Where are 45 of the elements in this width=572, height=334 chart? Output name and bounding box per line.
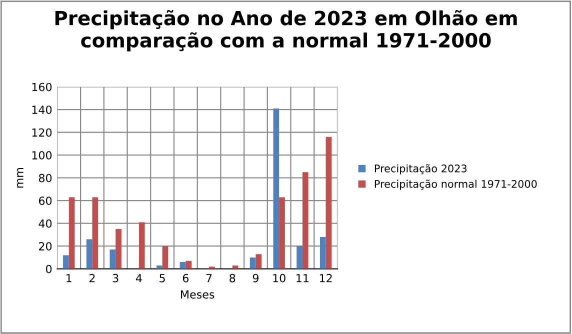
x-tick-label: 9 xyxy=(252,274,258,282)
bar xyxy=(162,246,168,269)
x-tick-label: 11 xyxy=(296,274,308,282)
bar xyxy=(273,108,280,269)
x-tick-label: 3 xyxy=(112,274,118,282)
bar xyxy=(296,246,302,269)
y-tick-label: 120 xyxy=(32,128,52,137)
x-tick-label: 6 xyxy=(182,274,188,282)
bar xyxy=(256,254,262,269)
y-tick-label: 100 xyxy=(32,151,52,160)
x-tick-label: 12 xyxy=(320,274,332,282)
bar xyxy=(250,257,256,269)
x-tick-label: 10 xyxy=(273,274,286,282)
bar xyxy=(279,197,285,269)
y-tick-label: 0 xyxy=(46,264,52,274)
bar xyxy=(180,262,186,269)
y-tick-label: 20 xyxy=(39,242,52,250)
y-tick-label: 160 xyxy=(32,82,52,92)
legend-label: Precipitação normal 1971-2000 xyxy=(374,180,537,190)
bar xyxy=(138,222,145,269)
y-tick-label: 40 xyxy=(38,219,52,228)
y-tick-label: 60 xyxy=(38,196,52,205)
bar xyxy=(68,197,75,269)
x-axis-title: Meses xyxy=(181,290,214,299)
y-tick-label: 140 xyxy=(32,106,52,114)
chart-title: Precipitação no Ano de 2023 em Olhão em comparação com a normal 1971-2000 xyxy=(55,10,517,52)
bar xyxy=(92,197,98,269)
bar xyxy=(116,229,122,269)
bar xyxy=(86,239,92,269)
bar xyxy=(186,260,192,269)
x-tick-label: 4 xyxy=(136,274,142,282)
y-axis-title: mm xyxy=(17,168,24,188)
x-tick-label: 5 xyxy=(160,274,165,282)
x-tick-label: 1 xyxy=(66,274,72,282)
bar xyxy=(302,172,308,269)
x-tick-label: 7 xyxy=(206,274,212,282)
y-tick-label: 80 xyxy=(38,174,52,182)
bar xyxy=(320,237,326,269)
bar xyxy=(110,250,116,269)
x-tick-label: 8 xyxy=(230,274,236,282)
legend-label: Precipitação 2023 xyxy=(374,164,467,174)
bar xyxy=(63,255,69,269)
bar xyxy=(156,265,162,269)
bar xyxy=(326,136,332,269)
x-tick-label: 2 xyxy=(90,274,95,282)
